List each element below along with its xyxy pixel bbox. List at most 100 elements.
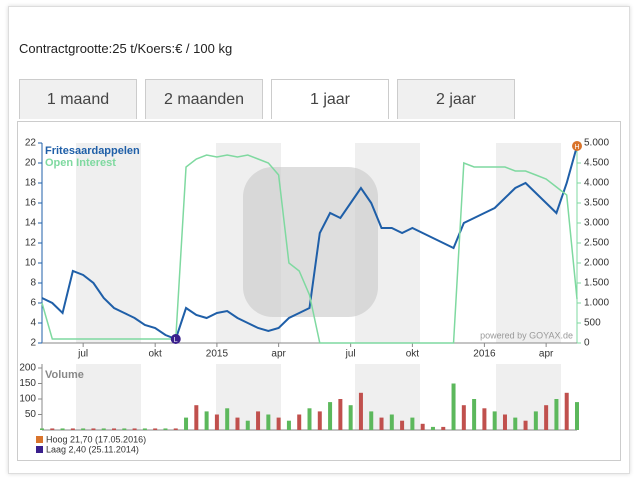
- x-tick-label: 2016: [473, 349, 496, 360]
- y2-tick-label: 2.500: [584, 238, 609, 249]
- x-tick-label: apr: [539, 349, 554, 360]
- y-tick-label: 4: [30, 318, 36, 329]
- y2-tick-label: 1.500: [584, 278, 609, 289]
- volume-bar: [70, 428, 75, 430]
- chart-box: powered by GOYAX.de 2 4 6 8 10 12 14 16 18 20 22 0 50…: [17, 121, 621, 461]
- y2-tick-label: 500: [584, 318, 601, 329]
- band: [76, 143, 141, 343]
- volume-bar: [60, 428, 65, 430]
- annotation: Hoog 21,70 (17.05.2016): [46, 434, 146, 444]
- tab-active[interactable]: 1 jaar: [271, 79, 389, 119]
- volume-bar: [317, 411, 322, 430]
- logo: [243, 167, 378, 317]
- volume-bar: [420, 423, 425, 430]
- volume-bar: [132, 428, 137, 430]
- volume-bar: [256, 411, 261, 430]
- volume-bar: [492, 411, 497, 430]
- volume-bar: [328, 402, 333, 430]
- volume-bar: [50, 428, 55, 430]
- volume-bar: [122, 428, 127, 430]
- volume-bar: [194, 405, 199, 430]
- volume-bar: [40, 428, 44, 430]
- tab[interactable]: 2 maanden: [145, 79, 263, 119]
- y-tick-label: 22: [25, 138, 37, 149]
- y-tick-label: 20: [25, 158, 37, 169]
- volume-bar: [430, 426, 435, 430]
- y2-tick-label: 5.000: [584, 138, 609, 149]
- y-tick-label: 16: [25, 198, 37, 209]
- volume-bar: [112, 428, 117, 430]
- series-line: [41, 154, 578, 344]
- marker: [572, 141, 582, 151]
- volume-bar: [410, 417, 415, 430]
- y2-tick-label: 3.000: [584, 218, 609, 229]
- tab[interactable]: 2 jaar: [397, 79, 515, 119]
- series-line: [41, 145, 578, 341]
- annotation-key: [36, 446, 43, 453]
- contract-info: Contractgrootte:25 t/Koers:€ / 100 kg: [19, 41, 233, 56]
- volume-bar: [544, 405, 549, 430]
- legend-entry: Open Interest: [45, 157, 116, 169]
- volume-bar: [451, 383, 456, 430]
- volume-bar: [358, 392, 363, 430]
- volume-bar: [389, 414, 394, 430]
- v-tick-label: 50: [25, 409, 37, 420]
- y-tick-label: 6: [30, 298, 36, 309]
- volume-bar: [297, 414, 302, 430]
- volume-bar: [400, 420, 405, 430]
- y2-tick-label: 4.000: [584, 178, 609, 189]
- y2-tick-label: 3.500: [584, 198, 609, 209]
- tab[interactable]: 1 maand: [19, 79, 137, 119]
- volume-bar: [101, 428, 106, 430]
- volume-bar: [245, 420, 250, 430]
- v-tick-label: 200: [19, 363, 36, 374]
- annotation: Laag 2,40 (25.11.2014): [46, 444, 139, 454]
- volume-bar: [533, 411, 538, 430]
- y2-tick-label: 4.500: [584, 158, 609, 169]
- volume-bar: [369, 411, 374, 430]
- y-tick-label: 10: [25, 258, 37, 269]
- volume-bar: [472, 399, 477, 430]
- volume-bar: [214, 414, 219, 430]
- band: [496, 143, 561, 343]
- volume-bar: [441, 426, 446, 430]
- volume-bar: [575, 402, 579, 430]
- volume-bar: [184, 417, 189, 430]
- volume-bar: [482, 408, 487, 430]
- chart: powered by GOYAX.de 2 4 6 8 10 12 14 16 18 20 22 0 50…: [19, 138, 609, 455]
- band: [355, 364, 420, 430]
- volume-bar: [81, 428, 86, 430]
- volume-legend: Volume: [45, 369, 84, 381]
- volume-bar: [502, 414, 507, 430]
- marker: [170, 334, 181, 344]
- x-tick-label: okt: [406, 349, 420, 360]
- volume-bar: [225, 408, 230, 430]
- y-tick-label: 18: [25, 178, 37, 189]
- volume-bar: [266, 414, 271, 430]
- y-tick-label: 8: [30, 278, 36, 289]
- annotation-key: [36, 436, 43, 443]
- volume-bar: [338, 399, 343, 430]
- volume-bar: [276, 417, 281, 430]
- volume-bar: [379, 417, 384, 430]
- volume-bar: [204, 411, 209, 430]
- volume-bar: [564, 392, 569, 430]
- y2-tick-label: 2.000: [584, 258, 609, 269]
- v-tick-label: 100: [19, 394, 36, 405]
- y-tick-label: 14: [25, 218, 37, 229]
- volume-bar: [153, 428, 158, 430]
- volume-bar: [513, 417, 518, 430]
- card: Contractgrootte:25 t/Koers:€ / 100 kg 1 …: [8, 6, 630, 474]
- x-tick-label: apr: [271, 349, 286, 360]
- volume-bar: [173, 428, 178, 430]
- volume-bar: [91, 428, 96, 430]
- y2-tick-label: 1.000: [584, 298, 609, 309]
- volume-bar: [142, 428, 147, 430]
- y-tick-label: 12: [25, 238, 37, 249]
- x-tick-label: jul: [345, 349, 356, 360]
- volume-bar: [307, 408, 312, 430]
- volume-bar: [163, 428, 168, 430]
- y-tick-label: 2: [30, 338, 36, 349]
- volume-bar: [461, 405, 466, 430]
